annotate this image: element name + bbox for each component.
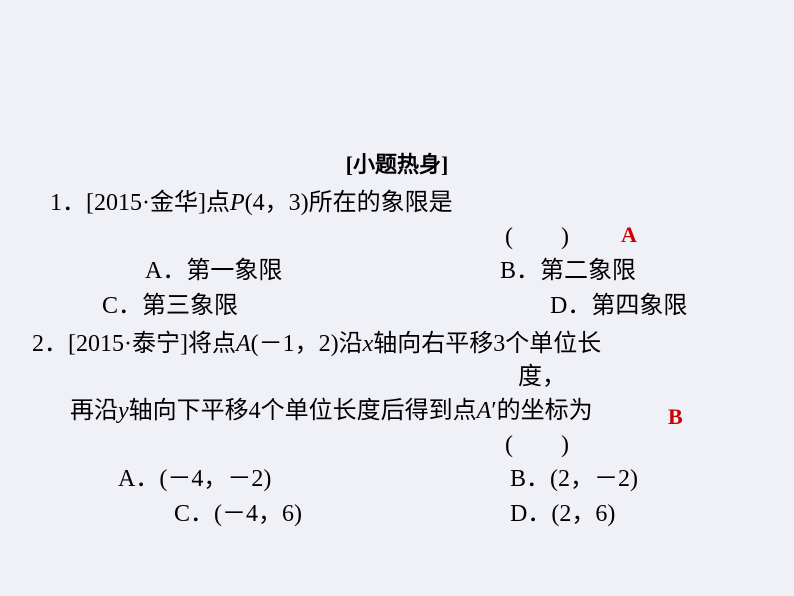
- q2-option-a: A．(－4，－2): [0, 462, 510, 497]
- content-area: [小题热身] A B 1．[2015·金华]点P(4，3)所在的象限是 ( ) …: [0, 147, 794, 536]
- q1-option-c: C．第三象限: [0, 289, 500, 324]
- q2-p3: 轴向右平移3个单位长: [373, 331, 601, 357]
- q2-answer: B: [668, 404, 683, 430]
- q1-coords: (4，3): [245, 190, 309, 216]
- q1-stem: 1．[2015·金华]点P(4，3)所在的象限是: [0, 187, 794, 221]
- q1-options-row1: A．第一象限 B．第二象限: [0, 254, 794, 289]
- q1-options-row2: C．第三象限 D．第四象限: [0, 289, 794, 324]
- q2-stem-line1: 2．[2015·泰宁]将点A(－1，2)沿x轴向右平移3个单位长: [0, 328, 794, 362]
- q2-var-y: y: [118, 398, 129, 424]
- section-title: [小题热身]: [0, 147, 794, 179]
- q2-var-a2: A: [477, 398, 492, 424]
- q2-paren: ( ): [0, 429, 794, 463]
- q1-number: 1．: [50, 190, 86, 216]
- q2-stem-line2: 度，: [0, 361, 794, 395]
- q2-option-d: D．(2，6): [510, 497, 615, 532]
- q1-option-a: A．第一象限: [0, 254, 500, 289]
- q1-option-d: D．第四象限: [500, 289, 687, 324]
- q2-option-c: C．(－4，6): [0, 497, 510, 532]
- q1-answer: A: [621, 222, 637, 248]
- question-1: 1．[2015·金华]点P(4，3)所在的象限是 ( ) A．第一象限 B．第二…: [0, 187, 794, 324]
- q2-var-x: x: [363, 331, 374, 357]
- q2-options-row2: C．(－4，6) D．(2，6): [0, 497, 794, 532]
- q1-point-var: P: [230, 190, 245, 216]
- q2-var-a: A: [236, 331, 251, 357]
- q2-number: 2．: [32, 331, 68, 357]
- q2-option-b: B．(2，－2): [510, 462, 638, 497]
- q1-paren: ( ): [0, 221, 794, 255]
- q1-option-b: B．第二象限: [500, 254, 636, 289]
- q2-coords-a: (－1，2): [251, 331, 339, 357]
- q2-options-row1: A．(－4，－2) B．(2，－2): [0, 462, 794, 497]
- q1-stem-p1: 点: [206, 190, 230, 216]
- q2-p6: 轴向下平移4个单位长度后得到点: [129, 398, 477, 424]
- q2-p7: 的坐标为: [497, 398, 593, 424]
- q2-p2: 沿: [339, 331, 363, 357]
- q2-source: [2015·泰宁]: [68, 331, 188, 357]
- q1-source: [2015·金华]: [86, 190, 206, 216]
- q2-p5: 再沿: [70, 398, 118, 424]
- q1-stem-p2: 所在的象限是: [309, 190, 453, 216]
- q2-p1: 将点: [188, 331, 236, 357]
